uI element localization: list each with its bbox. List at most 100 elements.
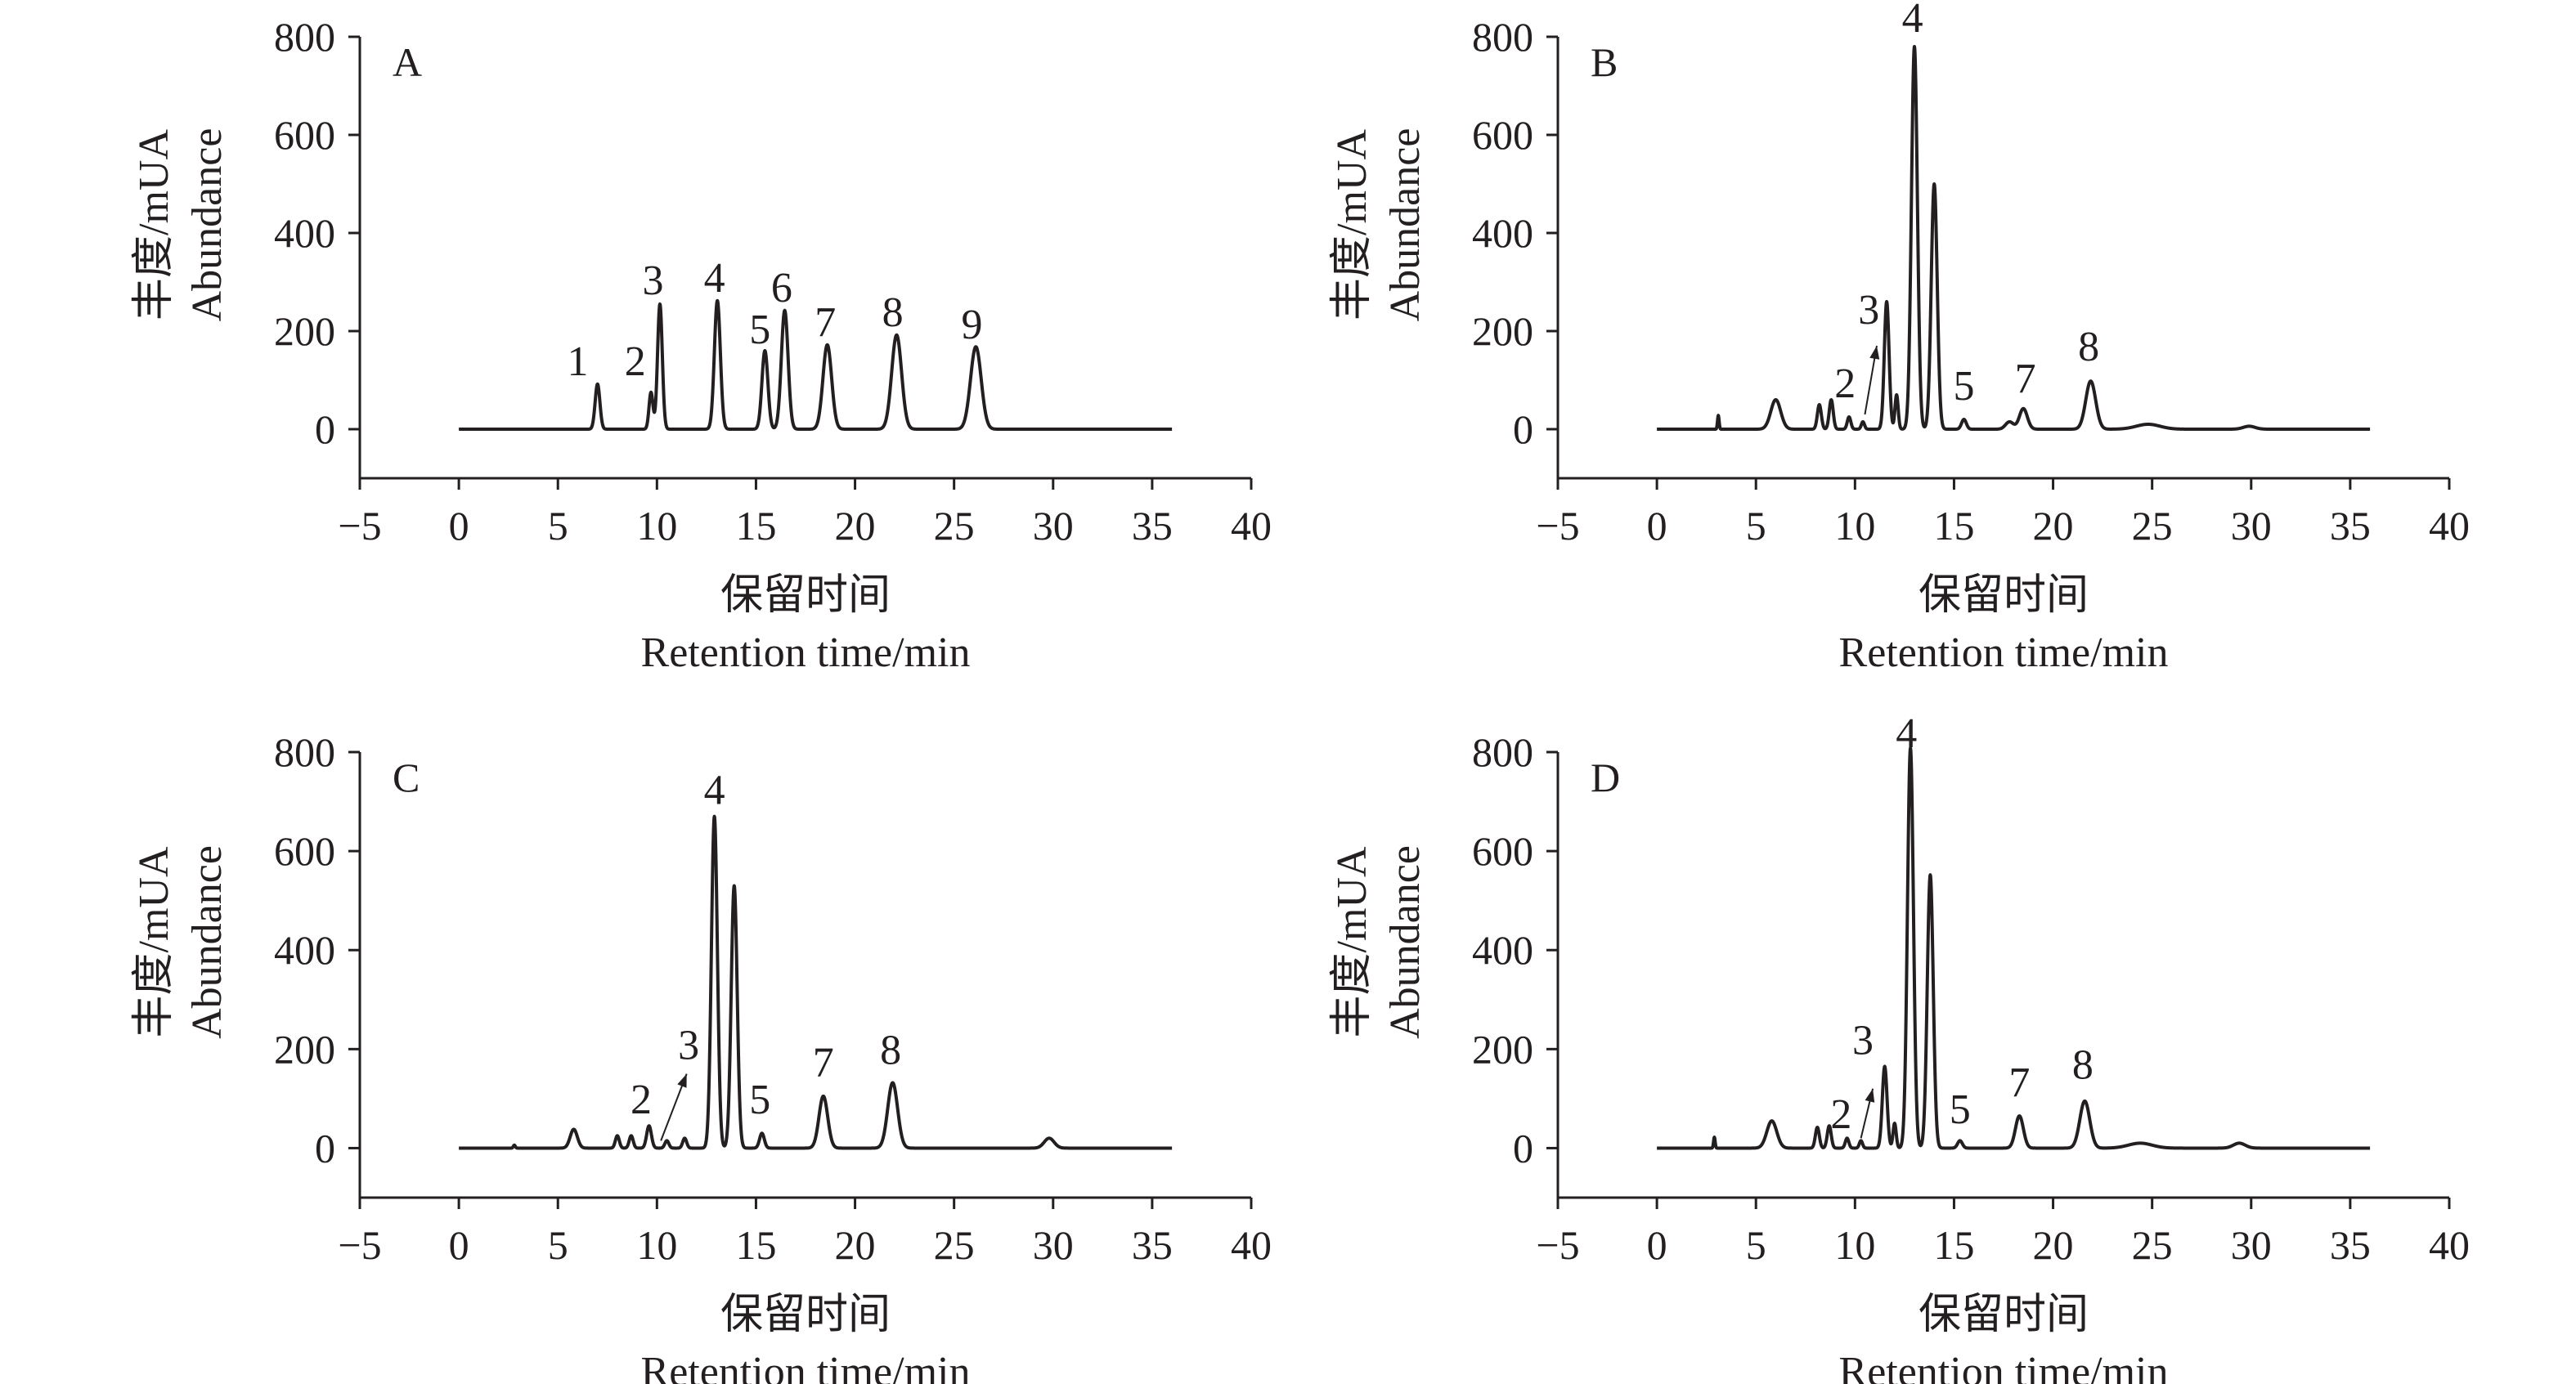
peak-number-label: 8 [2078,324,2099,370]
y-tick-label: 0 [1513,406,1533,452]
y-tick-label: 400 [274,210,335,256]
x-tick-label: 0 [449,1222,469,1268]
x-axis-title-cn: 保留时间 [1919,1292,2089,1338]
x-tick-label: 5 [548,503,568,549]
peak-number-label: 4 [1902,0,1923,42]
y-axis-title-cn: 丰度/mUA [1329,129,1376,320]
peak-number-label: 3 [1852,1017,1874,1064]
y-axis-title-en: Abundance [184,845,231,1039]
x-axis-title-en: Retention time/min [641,629,971,676]
y-tick-label: 400 [1472,210,1533,256]
y-axis-title-cn: 丰度/mUA [131,129,177,320]
x-tick-label: 25 [934,1222,975,1268]
x-tick-label: 35 [1132,503,1173,549]
x-axis-title-cn: 保留时间 [720,572,891,619]
x-tick-label: 40 [2429,503,2470,549]
x-tick-label: 25 [934,503,975,549]
y-tick-label: 200 [274,308,335,354]
peak-number-label: 2 [631,1077,652,1123]
peak-number-label: 2 [1834,361,1856,407]
y-tick-label: 200 [1472,308,1533,354]
x-tick-label: −5 [1536,503,1579,549]
peak-number-label: 5 [1950,1086,1971,1133]
x-tick-label: 10 [636,1222,677,1268]
peak-number-label: 2 [625,338,646,385]
x-tick-label: −5 [338,1222,381,1268]
y-tick-label: 600 [274,828,335,874]
x-tick-label: 5 [1746,503,1766,549]
y-axis-title-cn: 丰度/mUA [131,846,177,1037]
x-tick-label: 35 [1132,1222,1173,1268]
y-tick-label: 800 [274,14,335,60]
x-tick-label: −5 [1536,1222,1579,1268]
peak-number-label: 6 [771,265,792,311]
chromatogram-trace [457,814,1174,1150]
peak-number-label: 4 [704,768,725,814]
annotation-arrow-head [1869,346,1880,360]
y-axis-title-en: Abundance [1382,128,1429,322]
peak-number-label: 8 [880,1028,901,1074]
panel-label: A [393,39,422,85]
peak-number-label: 7 [813,1040,834,1086]
x-tick-label: 25 [2132,503,2173,549]
y-tick-label: 800 [1472,14,1533,60]
x-tick-label: 35 [2330,503,2371,549]
x-tick-label: 20 [835,1222,876,1268]
chromatogram-trace [1655,746,2372,1150]
x-tick-label: −5 [338,503,381,549]
chromatogram-trace [457,298,1174,431]
peak-number-label: 5 [749,307,770,353]
x-tick-label: 10 [1834,503,1875,549]
y-tick-label: 400 [274,927,335,973]
y-tick-label: 600 [274,112,335,158]
y-tick-label: 800 [1472,729,1533,775]
x-tick-label: 0 [1647,1222,1667,1268]
annotation-arrow-head [677,1073,687,1088]
panel-label: D [1591,755,1620,800]
x-axis-title-cn: 保留时间 [720,1292,891,1338]
y-tick-label: 0 [1513,1125,1533,1171]
y-tick-label: 400 [1472,927,1533,973]
x-tick-label: 40 [2429,1222,2470,1268]
peak-number-label: 1 [567,338,588,385]
x-tick-label: 40 [1231,503,1272,549]
peak-number-label: 5 [1954,363,1975,410]
y-tick-label: 600 [1472,828,1533,874]
panel-label: C [393,755,420,800]
y-tick-label: 0 [315,1125,335,1171]
x-tick-label: 25 [2132,1222,2173,1268]
peak-number-label: 3 [1858,287,1879,334]
x-tick-label: 20 [2033,503,2074,549]
peak-number-label: 2 [1830,1091,1851,1138]
x-axis-title-en: Retention time/min [641,1349,971,1384]
x-tick-label: 20 [835,503,876,549]
x-tick-label: 30 [2231,1222,2272,1268]
peak-number-label: 3 [678,1022,699,1068]
panel-label: B [1591,39,1618,85]
peak-number-label: 7 [2008,1059,2030,1106]
x-tick-label: 5 [1746,1222,1766,1268]
peak-number-label: 8 [2072,1042,2094,1089]
y-tick-label: 800 [274,729,335,775]
peak-number-label: 5 [749,1077,770,1123]
x-tick-label: 30 [2231,503,2272,549]
x-tick-label: 10 [1834,1222,1875,1268]
x-tick-label: 0 [449,503,469,549]
x-tick-label: 40 [1231,1222,1272,1268]
peak-number-label: 7 [815,299,836,346]
x-tick-label: 15 [735,503,776,549]
peak-number-label: 3 [642,258,663,304]
chromatogram-trace [1655,45,2372,431]
y-tick-label: 200 [274,1026,335,1072]
x-tick-label: 0 [1647,503,1667,549]
x-tick-label: 15 [1933,503,1974,549]
x-axis-title-en: Retention time/min [1839,629,2169,676]
x-tick-label: 30 [1033,1222,1074,1268]
y-axis-title-en: Abundance [184,128,231,322]
x-tick-label: 10 [636,503,677,549]
